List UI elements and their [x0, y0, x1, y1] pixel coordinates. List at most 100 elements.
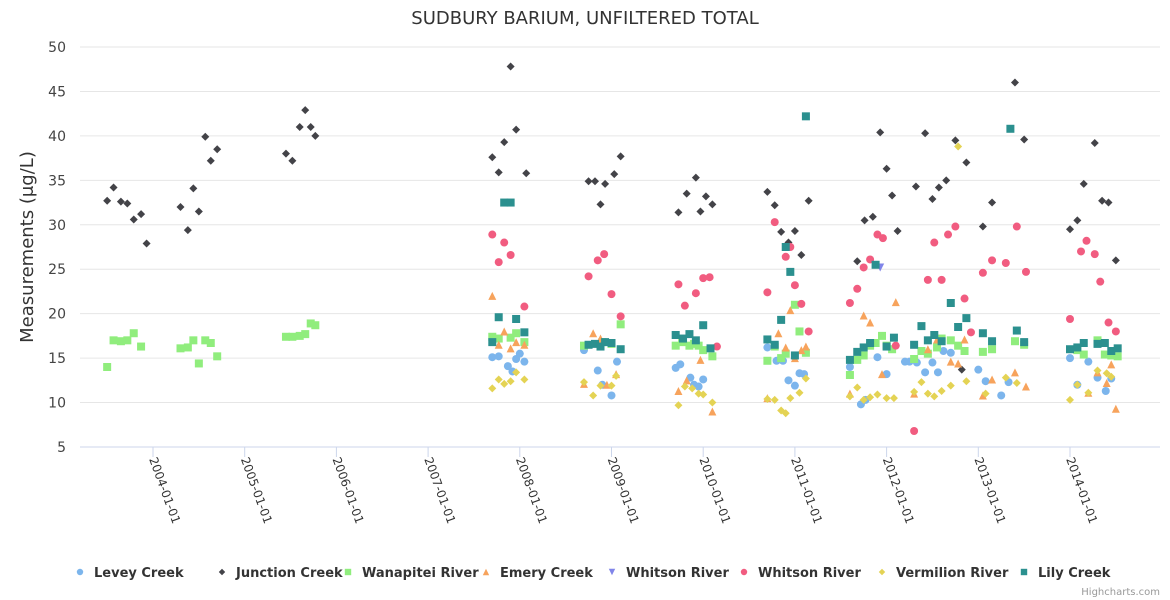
data-point[interactable]: [988, 256, 997, 265]
data-point[interactable]: [845, 371, 854, 379]
data-point[interactable]: [1113, 352, 1122, 361]
data-point[interactable]: [889, 333, 898, 342]
data-point[interactable]: [804, 327, 813, 336]
data-point[interactable]: [616, 312, 625, 321]
data-point[interactable]: [1107, 372, 1116, 381]
data-point[interactable]: [596, 381, 605, 390]
data-point[interactable]: [522, 169, 531, 178]
data-point[interactable]: [1096, 277, 1105, 286]
data-point[interactable]: [685, 330, 694, 339]
data-point[interactable]: [1077, 247, 1086, 256]
data-point[interactable]: [889, 394, 898, 403]
data-point[interactable]: [921, 129, 930, 138]
legend-item[interactable]: Wanapitei River: [344, 566, 479, 581]
data-point[interactable]: [888, 191, 897, 200]
data-point[interactable]: [674, 280, 683, 289]
data-point[interactable]: [790, 351, 799, 360]
data-point[interactable]: [1012, 222, 1021, 231]
data-point[interactable]: [878, 331, 887, 340]
data-point[interactable]: [957, 365, 966, 374]
data-point[interactable]: [674, 387, 683, 395]
data-point[interactable]: [763, 187, 772, 196]
data-point[interactable]: [488, 384, 497, 393]
data-point[interactable]: [923, 389, 932, 398]
data-point[interactable]: [917, 322, 926, 331]
data-point[interactable]: [871, 260, 880, 269]
data-point[interactable]: [910, 340, 919, 349]
data-point[interactable]: [694, 382, 703, 391]
data-point[interactable]: [194, 359, 203, 368]
data-point[interactable]: [930, 331, 939, 339]
data-point[interactable]: [601, 338, 610, 347]
data-point[interactable]: [797, 251, 806, 259]
data-point[interactable]: [893, 227, 902, 235]
data-point[interactable]: [1107, 351, 1116, 360]
data-point[interactable]: [923, 345, 932, 354]
data-point[interactable]: [774, 329, 783, 338]
data-point[interactable]: [923, 336, 932, 345]
data-point[interactable]: [1010, 368, 1019, 377]
data-point[interactable]: [116, 337, 125, 346]
legend-item[interactable]: Emery Creek: [482, 566, 593, 581]
data-point[interactable]: [109, 183, 118, 192]
data-point[interactable]: [142, 239, 151, 248]
data-point[interactable]: [206, 339, 215, 347]
data-point[interactable]: [1073, 380, 1082, 389]
data-point[interactable]: [701, 192, 710, 201]
data-point[interactable]: [311, 131, 320, 140]
data-point[interactable]: [1082, 236, 1091, 245]
data-point[interactable]: [1020, 338, 1029, 347]
data-point[interactable]: [859, 343, 868, 352]
data-point[interactable]: [853, 284, 862, 293]
data-point[interactable]: [910, 427, 919, 435]
data-point[interactable]: [1090, 139, 1099, 147]
data-point[interactable]: [512, 338, 521, 347]
data-point[interactable]: [584, 177, 593, 186]
data-point[interactable]: [129, 329, 138, 338]
data-point[interactable]: [910, 355, 919, 363]
data-point[interactable]: [939, 347, 948, 355]
data-point[interactable]: [590, 177, 599, 186]
data-point[interactable]: [873, 390, 882, 399]
data-point[interactable]: [708, 200, 717, 209]
data-point[interactable]: [607, 391, 616, 400]
data-point[interactable]: [584, 272, 593, 281]
data-point[interactable]: [520, 357, 529, 366]
data-point[interactable]: [777, 315, 786, 324]
data-point[interactable]: [691, 336, 700, 345]
data-point[interactable]: [189, 336, 198, 345]
data-point[interactable]: [1079, 179, 1088, 188]
data-point[interactable]: [579, 378, 588, 387]
data-point[interactable]: [116, 197, 125, 206]
data-point[interactable]: [708, 398, 717, 407]
data-point[interactable]: [871, 339, 880, 347]
data-point[interactable]: [988, 345, 997, 354]
data-point[interactable]: [930, 392, 939, 401]
data-point[interactable]: [923, 349, 932, 358]
data-point[interactable]: [616, 320, 625, 329]
data-point[interactable]: [520, 328, 529, 337]
data-point[interactable]: [960, 347, 969, 355]
data-point[interactable]: [494, 375, 503, 384]
data-point[interactable]: [845, 363, 854, 371]
data-point[interactable]: [910, 387, 919, 396]
data-point[interactable]: [301, 106, 310, 115]
data-point[interactable]: [213, 352, 222, 361]
data-point[interactable]: [512, 315, 521, 323]
legend-item[interactable]: Vermilion River: [878, 566, 1009, 581]
data-point[interactable]: [1006, 124, 1015, 133]
data-point[interactable]: [589, 329, 598, 338]
data-point[interactable]: [213, 145, 222, 154]
data-point[interactable]: [600, 250, 609, 259]
legend-item[interactable]: Lily Creek: [1020, 566, 1111, 581]
data-point[interactable]: [944, 230, 953, 239]
data-point[interactable]: [1066, 395, 1074, 404]
data-point[interactable]: [176, 203, 185, 211]
data-point[interactable]: [960, 294, 969, 303]
data-point[interactable]: [845, 299, 854, 307]
data-point[interactable]: [763, 356, 772, 365]
data-point[interactable]: [1107, 360, 1116, 369]
data-point[interactable]: [699, 321, 708, 330]
data-point[interactable]: [281, 332, 290, 341]
data-point[interactable]: [612, 371, 621, 380]
